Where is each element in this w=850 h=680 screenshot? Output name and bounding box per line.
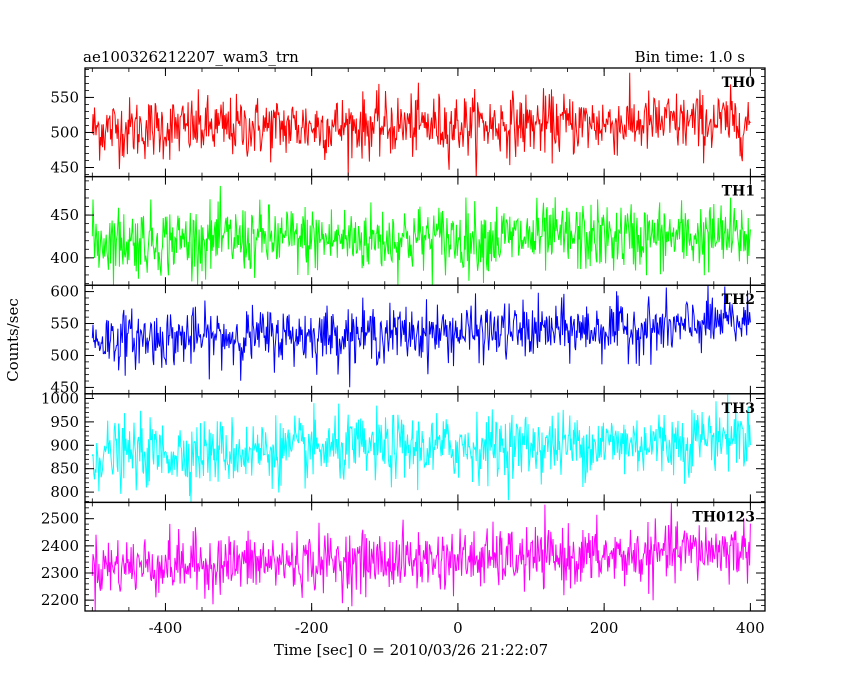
x-tick-label: -400 [149, 619, 183, 637]
series-line-th3 [91, 393, 751, 502]
y-tick-label: 600 [50, 283, 79, 301]
panel-label-th2: TH2 [722, 292, 755, 308]
y-axis-label: Counts/sec [4, 298, 22, 382]
bin-time-label: Bin time: 1.0 s [635, 48, 745, 66]
x-tick-label: 400 [736, 619, 765, 637]
y-tick-label: 2300 [41, 564, 79, 582]
series-line-th2 [91, 285, 751, 388]
y-tick-label: 450 [50, 158, 79, 176]
y-tick-label: 2200 [41, 591, 79, 609]
chart-title: ae100326212207_wam3_trn [83, 48, 299, 66]
x-tick-label: 200 [590, 619, 619, 637]
y-tick-label: 2500 [41, 510, 79, 528]
y-tick-label: 2400 [41, 537, 79, 555]
x-axis-label: Time [sec] 0 = 2010/03/26 21:22:07 [274, 641, 548, 659]
y-tick-label: 800 [50, 483, 79, 501]
y-tick-label: 500 [50, 346, 79, 364]
series-line-th1 [91, 185, 751, 286]
panel-label-th1: TH1 [722, 184, 755, 200]
series-line-th0 [91, 72, 751, 177]
y-tick-label: 500 [50, 123, 79, 141]
panel-label-th0123: TH0123 [692, 509, 755, 525]
y-tick-label: 900 [50, 436, 79, 454]
y-tick-label: 550 [50, 88, 79, 106]
x-tick-label: 0 [453, 619, 463, 637]
y-tick-label: 550 [50, 315, 79, 333]
y-tick-label: 450 [50, 378, 79, 396]
panel-label-th0: TH0 [722, 75, 756, 91]
series-line-th0123 [91, 502, 751, 612]
y-tick-label: 950 [50, 413, 79, 431]
panels-group: 450 500 550 TH0 400 450 TH1 450 500 550 600 TH2 800 8… [41, 67, 766, 637]
y-tick-label: 1000 [41, 389, 79, 407]
y-tick-label: 400 [50, 249, 79, 267]
x-tick-label: -200 [295, 619, 329, 637]
panel-label-th3: TH3 [722, 401, 755, 417]
y-tick-label: 850 [50, 460, 79, 478]
y-tick-label: 450 [50, 206, 79, 224]
